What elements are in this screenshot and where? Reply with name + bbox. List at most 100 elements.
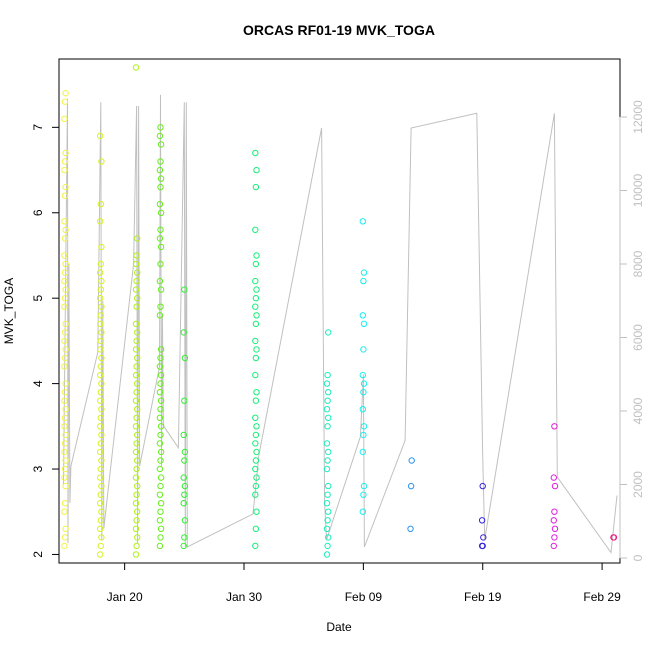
data-point [252, 491, 259, 498]
data-point [156, 517, 164, 524]
x-tick-label: Feb 09 [345, 590, 383, 604]
data-point [252, 354, 260, 362]
data-point [252, 337, 259, 345]
data-point [98, 158, 105, 165]
data-point [97, 346, 104, 353]
data-point [323, 380, 331, 387]
data-point [61, 474, 68, 481]
data-point [325, 414, 332, 421]
data-point [132, 320, 140, 327]
data-point [359, 371, 366, 379]
data-point [181, 491, 188, 498]
data-point [156, 235, 164, 242]
data-point [98, 457, 105, 464]
data-point [156, 440, 164, 447]
data-point [97, 371, 104, 379]
data-point [325, 329, 332, 336]
data-point [132, 397, 140, 404]
data-point [479, 482, 486, 490]
data-point [134, 269, 141, 276]
y2-tick-label: 10000 [631, 173, 645, 207]
data-point [61, 389, 69, 396]
data-point [62, 525, 69, 532]
y-tick-label: 3 [31, 465, 45, 472]
data-point [157, 286, 165, 293]
data-point [180, 542, 187, 550]
data-point [61, 337, 68, 345]
data-point [157, 354, 164, 362]
data-point [98, 482, 105, 490]
data-point [61, 329, 69, 336]
data-point [132, 525, 140, 532]
data-point [132, 423, 140, 430]
data-point [62, 90, 69, 97]
data-point [359, 218, 366, 225]
data-point [157, 500, 165, 507]
data-point [253, 166, 260, 174]
data-point [323, 551, 331, 558]
data-point [97, 414, 105, 421]
data-point [156, 201, 164, 208]
data-point [551, 534, 558, 541]
data-point [97, 389, 105, 396]
data-point [97, 525, 104, 532]
data-point [181, 354, 189, 362]
data-point [61, 542, 68, 550]
y-axis-label: MVK_TOGA [2, 278, 16, 344]
data-point [252, 525, 260, 532]
data-point [359, 406, 366, 413]
data-point [157, 243, 165, 251]
data-point [157, 482, 164, 490]
data-point [97, 132, 104, 140]
data-point [133, 542, 140, 550]
data-point [97, 260, 105, 268]
data-point [323, 500, 331, 507]
data-point [252, 542, 259, 550]
data-point [324, 491, 331, 498]
data-point [157, 534, 164, 541]
data-point [360, 491, 367, 498]
plot-frame [58, 58, 621, 564]
data-point [325, 482, 332, 490]
data-point [252, 371, 259, 379]
data-point [133, 363, 140, 370]
data-point [97, 320, 104, 327]
data-point [98, 534, 105, 541]
data-point [550, 474, 557, 481]
data-point [61, 166, 68, 174]
data-point [97, 423, 104, 430]
data-point [324, 371, 331, 379]
data-point [134, 354, 141, 362]
data-point [61, 534, 69, 541]
data-point [156, 491, 164, 498]
data-point [551, 525, 559, 532]
data-point [61, 269, 69, 276]
data-point [157, 431, 164, 439]
data-point [478, 517, 486, 524]
data-point [408, 457, 415, 464]
data-point [157, 141, 165, 148]
x-tick-label: Feb 19 [464, 590, 502, 604]
data-point [157, 423, 165, 430]
data-point [132, 64, 140, 71]
data-point [156, 389, 164, 396]
data-point [133, 303, 140, 310]
data-point [252, 465, 259, 473]
data-point [324, 423, 331, 430]
data-point [62, 183, 69, 191]
data-point [98, 406, 105, 413]
data-point [61, 192, 69, 199]
data-point [324, 457, 331, 464]
data-point [181, 482, 189, 490]
data-point [62, 226, 69, 234]
altitude-line-layer [63, 94, 618, 554]
data-point [407, 525, 414, 532]
data-point [323, 406, 331, 413]
data-point [157, 457, 164, 464]
data-point [156, 132, 164, 140]
data-point [407, 482, 415, 490]
data-point [61, 440, 69, 447]
data-point [61, 423, 68, 430]
data-point [325, 389, 332, 396]
